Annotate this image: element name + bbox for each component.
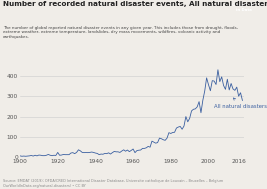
Text: Number of recorded natural disaster events, All natural disasters: Number of recorded natural disaster even… <box>3 1 267 7</box>
Text: Source: EMDAT (2019); OFDA/CRED International Disaster Database, Universite cath: Source: EMDAT (2019); OFDA/CRED Internat… <box>3 179 223 188</box>
Text: Our World: Our World <box>233 3 255 7</box>
Text: All natural disasters: All natural disasters <box>214 98 267 108</box>
Text: The number of global reported natural disaster events in any given year. This in: The number of global reported natural di… <box>3 26 238 39</box>
Text: in Data: in Data <box>236 8 252 12</box>
